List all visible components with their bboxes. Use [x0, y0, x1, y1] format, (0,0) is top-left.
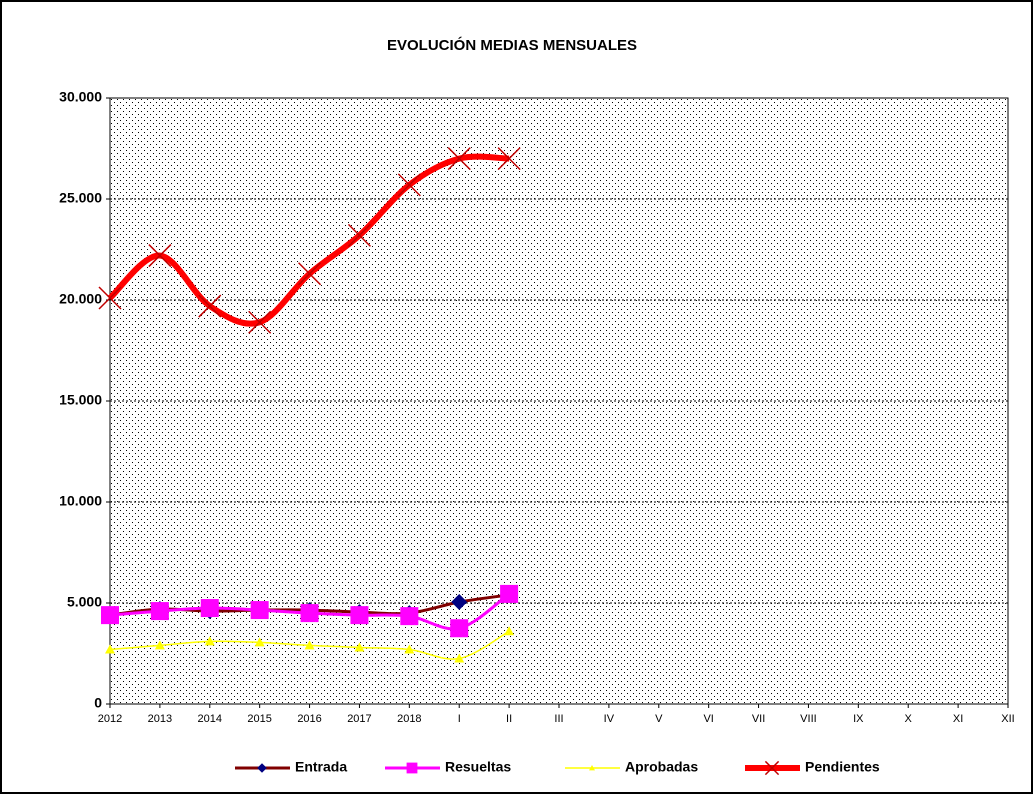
legend-marker — [589, 765, 595, 771]
x-tick-label: X — [905, 713, 913, 725]
marker — [250, 601, 269, 620]
marker — [148, 244, 172, 268]
x-tick-label: III — [554, 713, 563, 725]
y-tick-label: 15.000 — [59, 392, 102, 408]
marker — [98, 286, 122, 310]
x-tick-label: VI — [703, 713, 713, 725]
x-tick-label: VII — [752, 713, 765, 725]
legend-label: Entrada — [295, 759, 347, 775]
chart-title: EVOLUCIÓN MEDIAS MENSUALES — [387, 36, 637, 54]
marker — [204, 636, 215, 646]
y-tick-label: 25.000 — [59, 190, 102, 206]
marker — [298, 262, 322, 286]
x-tick-label: I — [458, 713, 461, 725]
y-tick-label: 30.000 — [59, 89, 102, 105]
legend-marker — [406, 762, 418, 774]
marker — [254, 637, 265, 647]
x-tick-label: VIII — [800, 713, 817, 725]
marker — [154, 640, 165, 650]
x-tick-label: II — [506, 713, 512, 725]
legend-marker — [257, 763, 267, 773]
legend-marker — [764, 760, 780, 776]
legend-label: Resueltas — [445, 759, 511, 775]
marker — [450, 619, 469, 638]
x-tick-label: IX — [853, 713, 864, 725]
marker — [198, 294, 222, 318]
x-tick-label: 2013 — [148, 713, 172, 725]
marker — [101, 606, 119, 625]
marker — [350, 606, 369, 625]
marker — [404, 644, 415, 654]
marker — [347, 223, 371, 247]
x-tick-label: IV — [604, 713, 615, 725]
legend-label: Pendientes — [805, 759, 880, 775]
x-tick-label: 2018 — [397, 713, 421, 725]
y-tick-label: 20.000 — [59, 291, 102, 307]
x-tick-label: V — [655, 713, 663, 725]
marker — [248, 310, 272, 334]
x-tick-label: 2017 — [347, 713, 371, 725]
marker — [454, 653, 465, 663]
marker — [400, 607, 419, 626]
marker — [150, 602, 169, 621]
x-tick-label: XII — [1001, 713, 1014, 725]
marker — [105, 644, 115, 654]
x-tick-label: 2012 — [98, 713, 122, 725]
marker — [200, 599, 219, 618]
marker — [304, 640, 315, 650]
marker — [447, 147, 471, 171]
marker — [300, 604, 319, 623]
marker — [504, 626, 515, 636]
marker — [451, 593, 468, 610]
x-tick-label: 2016 — [297, 713, 321, 725]
x-tick-label: XI — [953, 713, 963, 725]
y-tick-label: 5.000 — [67, 594, 102, 610]
y-tick-label: 10.000 — [59, 493, 102, 509]
marker — [497, 147, 521, 171]
x-tick-label: 2014 — [198, 713, 222, 725]
marker — [354, 642, 365, 652]
y-tick-label: 0 — [94, 695, 102, 711]
x-tick-label: 2015 — [247, 713, 271, 725]
marker — [397, 173, 421, 197]
marker — [500, 584, 519, 603]
legend-label: Aprobadas — [625, 759, 698, 775]
